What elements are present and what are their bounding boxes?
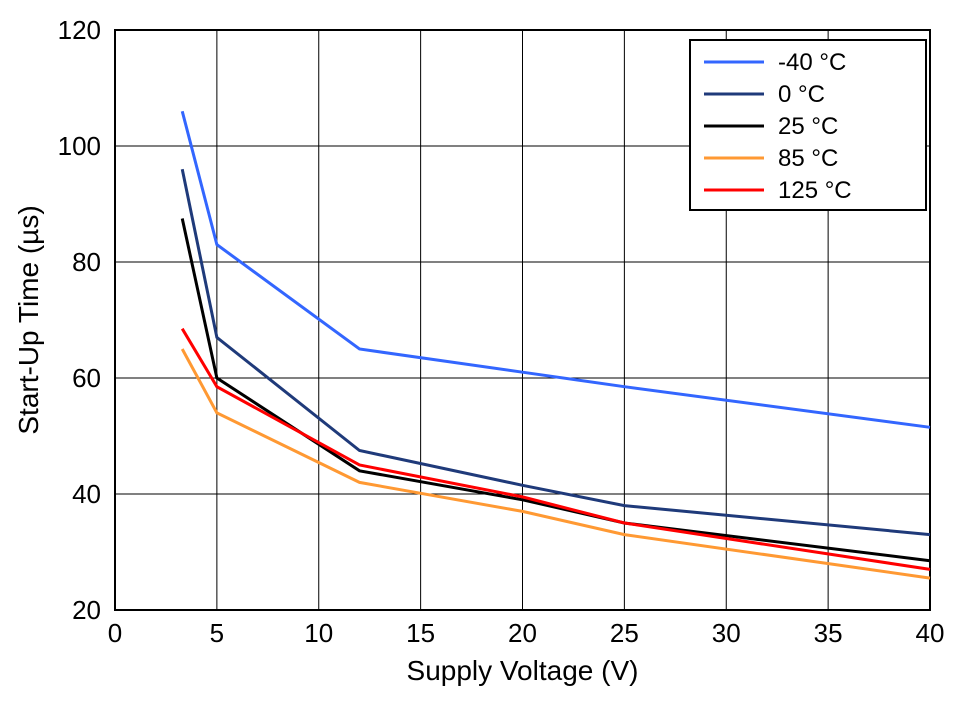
chart-svg: 0 5 10 15 20 25 30 35 40 20 40 60 80 100 120 Supply Vol…: [0, 0, 956, 701]
y-tick-label: 60: [72, 363, 101, 393]
y-tick-label: 100: [58, 131, 101, 161]
y-tick-label: 80: [72, 247, 101, 277]
x-tick-label: 5: [210, 618, 224, 648]
startup-time-chart: 0 5 10 15 20 25 30 35 40 20 40 60 80 100 120 Supply Vol…: [0, 0, 956, 701]
x-tick-label: 0: [108, 618, 122, 648]
legend-label: 25 °C: [778, 113, 838, 140]
legend-label: 0 °C: [778, 81, 825, 108]
x-tick-label: 20: [508, 618, 537, 648]
x-tick-label: 10: [304, 618, 333, 648]
y-tick-label: 120: [58, 15, 101, 45]
y-tick-label: 40: [72, 479, 101, 509]
legend-label: 85 °C: [778, 145, 838, 172]
y-axis-label: Start-Up Time (µs): [13, 205, 44, 434]
x-tick-label: 15: [406, 618, 435, 648]
x-tick-label: 30: [712, 618, 741, 648]
legend-label: -40 °C: [778, 49, 846, 76]
legend-label: 125 °C: [778, 177, 852, 204]
x-axis-label: Supply Voltage (V): [407, 655, 639, 686]
x-tick-label: 25: [610, 618, 639, 648]
x-tick-label: 40: [916, 618, 945, 648]
y-tick-label: 20: [72, 595, 101, 625]
x-tick-label: 35: [814, 618, 843, 648]
